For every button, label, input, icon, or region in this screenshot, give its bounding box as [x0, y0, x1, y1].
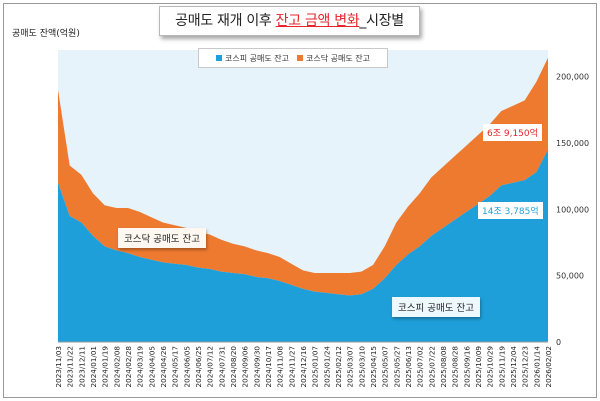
x-tick-label: 2024/08/20	[229, 346, 238, 388]
y-tick-label: 0	[556, 338, 561, 347]
value-label-kosdaq: 6조 9,150억	[483, 124, 542, 141]
x-tick-label: 2024/02/28	[124, 346, 133, 388]
x-tick-label: 2024/07/31	[217, 346, 226, 387]
x-tick-label: 2025/03/10	[357, 346, 366, 388]
x-tick-label: 2025/10/29	[486, 346, 495, 388]
legend-label-kosdaq: 코스닥 공매도 잔고	[306, 53, 370, 63]
x-tick-label: 2025/07/22	[427, 346, 436, 387]
x-tick-label: 2024/02/08	[112, 346, 121, 388]
x-tick-label: 2024/04/26	[159, 346, 168, 388]
x-tick-label: 2024/01/19	[101, 346, 110, 388]
x-tick-label: 2024/09/06	[241, 346, 250, 388]
x-tick-label: 2024/06/05	[182, 346, 191, 387]
x-tick-label: 2024/04/05	[147, 346, 156, 387]
legend-swatch-kospi	[216, 55, 223, 61]
x-tick-label: 2024/11/27	[287, 346, 296, 387]
x-tick-label: 2025/01/07	[311, 346, 320, 387]
callout-kospi: 코스피 공매도 잔고	[392, 297, 480, 317]
x-tick-label: 2024/09/30	[252, 346, 261, 388]
y-axis-label: 공매도 잔액(억원)	[12, 29, 80, 39]
x-tick-label: 2025/04/15	[369, 346, 378, 387]
x-tick-label: 2024/11/08	[276, 346, 285, 388]
chart-title: 공매도 재개 이후 잔고 금액 변화_시장별	[159, 6, 420, 36]
x-tick-label: 2023/11/22	[66, 346, 75, 387]
x-tick-label: 2026/02/02	[544, 346, 553, 387]
x-tick-label: 2023/12/11	[77, 346, 86, 387]
chart-title-part3: _시장별	[359, 13, 404, 29]
x-tick-label: 2024/10/17	[264, 346, 273, 387]
x-tick-label: 2025/06/13	[404, 346, 413, 387]
area-series-kospi	[58, 149, 548, 342]
legend-item-kosdaq: 코스닥 공매도 잔고	[297, 53, 370, 64]
y-tick-label: 100,000	[556, 205, 589, 214]
x-tick-label: 2026/01/14	[532, 346, 541, 388]
x-tick-label: 2025/08/28	[451, 346, 460, 388]
x-tick-label: 2025/12/04	[509, 346, 518, 388]
legend-label-kospi: 코스피 공매도 잔고	[225, 53, 289, 63]
x-tick-label: 2025/01/24	[322, 346, 331, 388]
x-tick-label: 2024/07/12	[206, 346, 215, 387]
x-tick-label: 2024/01/01	[89, 346, 98, 387]
value-label-kospi: 14조 3,785억	[478, 202, 543, 219]
x-tick-label: 2025/07/02	[416, 346, 425, 387]
x-tick-label: 2025/02/12	[334, 346, 343, 387]
x-tick-label: 2024/05/17	[171, 346, 180, 387]
y-tick-label: 150,000	[556, 139, 589, 148]
x-tick-label: 2024/12/16	[299, 346, 308, 388]
x-tick-label: 2025/08/08	[439, 346, 448, 388]
x-tick-label: 2023/11/03	[54, 346, 63, 387]
callout-kosdaq: 코스닥 공매도 잔고	[118, 228, 206, 248]
x-tick-label: 2025/11/19	[497, 346, 506, 388]
x-tick-label: 2024/06/25	[194, 346, 203, 387]
legend: 코스피 공매도 잔고 코스닥 공매도 잔고	[198, 48, 388, 68]
x-tick-label: 2025/12/23	[521, 346, 530, 387]
y-tick-label: 50,000	[556, 272, 584, 281]
chart-title-accent: 잔고 금액 변화	[275, 13, 360, 29]
x-tick-label: 2025/03/07	[346, 346, 355, 387]
x-tick-label: 2025/10/09	[474, 346, 483, 388]
legend-item-kospi: 코스피 공매도 잔고	[216, 53, 289, 64]
y-tick-label: 200,000	[556, 73, 589, 82]
chart-title-part1: 공매도 재개 이후	[175, 13, 276, 29]
x-tick-label: 2025/09/16	[462, 346, 471, 388]
x-tick-label: 2025/05/07	[381, 346, 390, 387]
legend-swatch-kosdaq	[297, 55, 303, 61]
x-tick-label: 2024/03/19	[136, 346, 145, 388]
x-tick-label: 2025/05/27	[392, 346, 401, 387]
